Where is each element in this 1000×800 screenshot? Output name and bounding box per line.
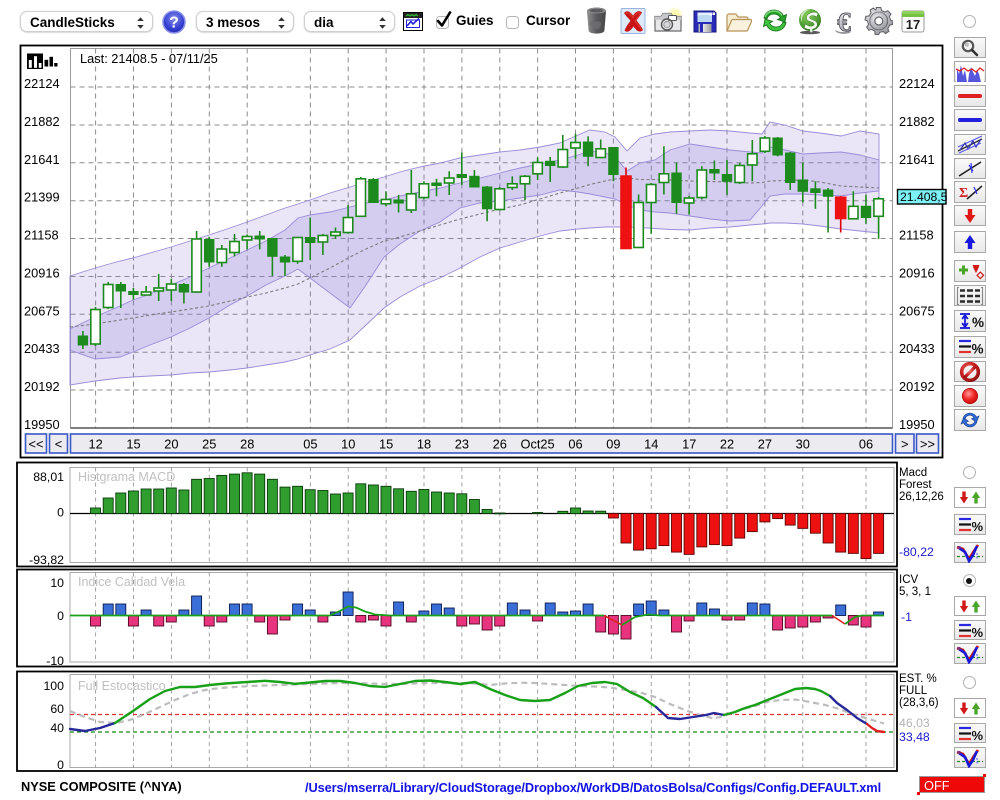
svg-text:€: €: [837, 8, 851, 35]
svg-text:5, 3, 1: 5, 3, 1: [899, 586, 931, 598]
svg-text:33,48: 33,48: [899, 730, 930, 744]
svg-text:23: 23: [455, 437, 469, 452]
svg-text:<<: <<: [29, 437, 44, 452]
svg-text:%: %: [971, 728, 983, 743]
svg-text:17: 17: [682, 437, 696, 452]
svg-text:19950: 19950: [899, 417, 935, 432]
svg-text:?: ?: [169, 14, 179, 31]
svg-text:Macd: Macd: [899, 467, 927, 479]
svg-text:0: 0: [57, 506, 64, 520]
svg-text:27: 27: [758, 437, 772, 452]
svg-text:21641: 21641: [899, 152, 935, 167]
svg-text:-80,22: -80,22: [899, 545, 934, 559]
svg-text:06: 06: [859, 437, 873, 452]
svg-text:0: 0: [57, 758, 64, 772]
svg-text:20916: 20916: [24, 266, 60, 281]
svg-text:100: 100: [43, 679, 64, 693]
svg-text:20433: 20433: [899, 341, 935, 356]
svg-text:40: 40: [50, 721, 64, 735]
svg-text:20192: 20192: [899, 379, 935, 394]
svg-text:09: 09: [606, 437, 620, 452]
svg-text:Histgrama MACD: Histgrama MACD: [78, 470, 175, 484]
svg-text:-93,82: -93,82: [29, 553, 64, 567]
svg-text:20675: 20675: [899, 303, 935, 318]
svg-text:%: %: [972, 315, 984, 330]
svg-text:Indice Calidad Vela: Indice Calidad Vela: [78, 575, 185, 589]
svg-text:Last: 21408.5 - 07/11/25: Last: 21408.5 - 07/11/25: [80, 51, 218, 66]
svg-text:ICV: ICV: [899, 574, 919, 586]
svg-text:46,03: 46,03: [899, 716, 930, 730]
svg-text:21641: 21641: [24, 152, 60, 167]
svg-text:21158: 21158: [899, 228, 934, 243]
svg-text:20433: 20433: [24, 341, 60, 356]
svg-text:05: 05: [303, 437, 317, 452]
svg-text:26: 26: [493, 437, 507, 452]
svg-text:25: 25: [202, 437, 216, 452]
svg-text:18: 18: [417, 437, 431, 452]
svg-text:60: 60: [50, 702, 64, 716]
svg-text:21882: 21882: [24, 114, 60, 129]
svg-text:21882: 21882: [899, 114, 935, 129]
svg-text:20: 20: [164, 437, 178, 452]
svg-text:>: >: [901, 437, 908, 452]
svg-text:%: %: [971, 342, 983, 357]
svg-text:22124: 22124: [24, 76, 60, 91]
svg-text:10: 10: [50, 576, 64, 590]
svg-text:22: 22: [720, 437, 734, 452]
svg-text:12: 12: [88, 437, 102, 452]
svg-text:21158: 21158: [24, 228, 59, 243]
svg-text:EST. %: EST. %: [899, 673, 937, 685]
svg-text:%: %: [971, 519, 983, 534]
svg-text:Σ: Σ: [959, 186, 968, 201]
svg-text:<: <: [55, 437, 62, 452]
svg-text:21.408,5: 21.408,5: [900, 190, 948, 204]
svg-text:Forest: Forest: [899, 479, 932, 491]
svg-text:28: 28: [240, 437, 254, 452]
svg-text:20675: 20675: [24, 303, 60, 318]
svg-text:20192: 20192: [24, 379, 60, 394]
svg-text:26,12,26: 26,12,26: [899, 491, 944, 503]
svg-text:Full Estocastico: Full Estocastico: [78, 679, 166, 693]
svg-text:15: 15: [379, 437, 393, 452]
svg-text:14: 14: [644, 437, 658, 452]
svg-text:>>: >>: [920, 437, 935, 452]
svg-text:88,01: 88,01: [33, 470, 64, 484]
svg-text:20916: 20916: [899, 266, 935, 281]
svg-text:(28,3,6): (28,3,6): [899, 697, 939, 709]
svg-text:21399: 21399: [24, 190, 60, 205]
svg-text:Oct25: Oct25: [521, 437, 555, 452]
svg-text:15: 15: [126, 437, 140, 452]
svg-text:%: %: [971, 625, 983, 640]
svg-text:FULL: FULL: [899, 685, 928, 697]
svg-text:06: 06: [568, 437, 582, 452]
svg-text:30: 30: [796, 437, 810, 452]
svg-text:-1: -1: [901, 610, 912, 624]
svg-text:22124: 22124: [899, 76, 935, 91]
svg-text:-10: -10: [46, 654, 64, 668]
svg-text:19950: 19950: [24, 417, 60, 432]
svg-text:10: 10: [341, 437, 355, 452]
svg-text:17: 17: [906, 17, 920, 32]
svg-text:0: 0: [57, 609, 64, 623]
